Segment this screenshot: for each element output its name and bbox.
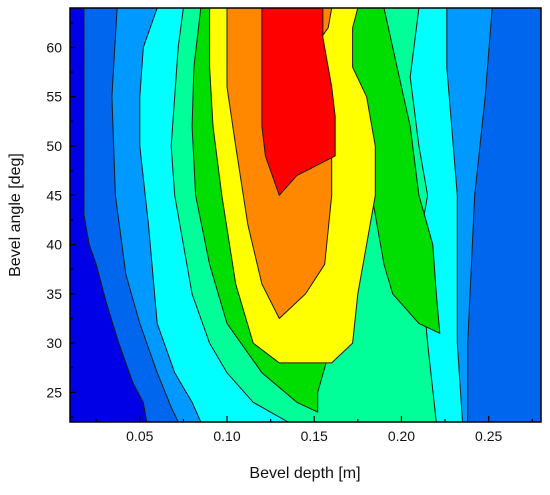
y-tick-label: 25 (46, 384, 62, 400)
y-tick-label: 55 (46, 89, 62, 105)
plot-frame (69, 7, 542, 423)
axis-ticks: 0.05 0.10 0.15 0.20 0.25 25 30 35 40 45 50 55 60 (46, 22, 533, 444)
y-tick-label: 50 (46, 138, 62, 154)
x-tick-label: 0.25 (475, 428, 502, 444)
x-axis-title: Bevel depth [m] (249, 465, 360, 482)
contour-bands (83, 8, 541, 422)
y-tick-label: 30 (46, 335, 62, 351)
y-axis-title: Bevel angle [deg] (7, 153, 24, 277)
y-tick-label: 40 (46, 237, 62, 253)
y-tick-label: 35 (46, 286, 62, 302)
x-tick-label: 0.20 (388, 428, 415, 444)
contour-band-level-8 (261, 8, 336, 196)
y-tick-label: 45 (46, 187, 62, 203)
x-tick-label: 0.10 (213, 428, 240, 444)
x-tick-label: 0.05 (126, 428, 153, 444)
y-tick-label: 60 (46, 39, 62, 55)
x-tick-label: 0.15 (301, 428, 328, 444)
